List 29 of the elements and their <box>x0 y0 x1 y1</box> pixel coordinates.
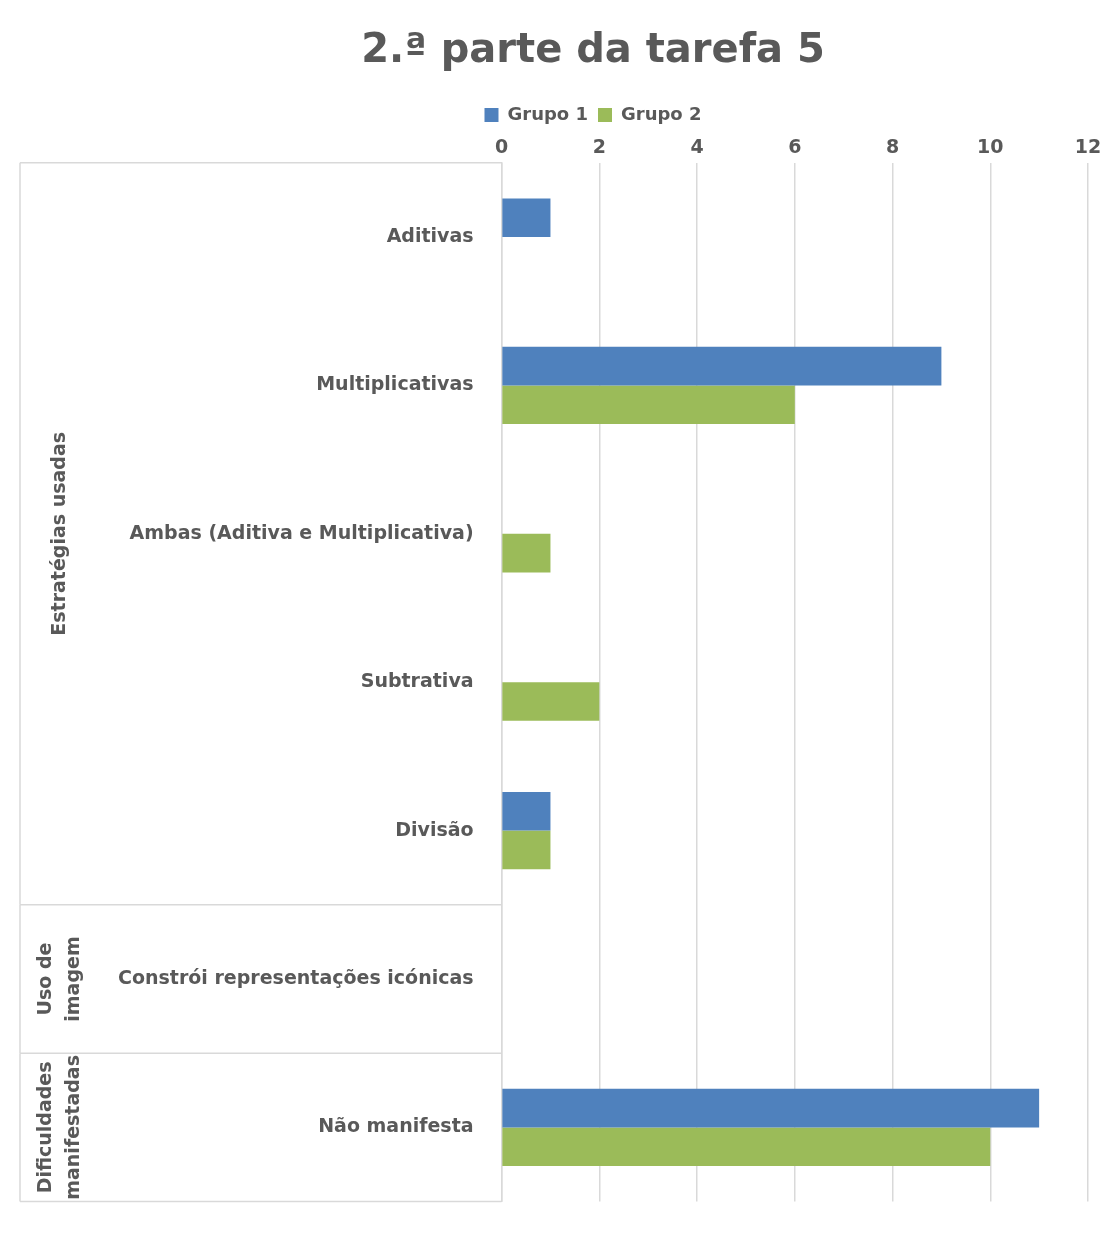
y-tick-label: Constrói representações icónicas <box>118 965 474 988</box>
text: Uso de imagem <box>32 936 83 1022</box>
y-tick-label: Não manifesta <box>318 1114 474 1137</box>
legend-label: Grupo 2 <box>621 102 702 124</box>
x-tick-label: 2 <box>592 135 606 158</box>
bar <box>502 682 600 721</box>
legend-label: Grupo 1 <box>507 102 589 124</box>
y-tick-label: Divisão <box>395 817 474 840</box>
x-tick-label: 10 <box>977 135 1004 158</box>
bar <box>502 1127 991 1166</box>
bar <box>502 385 795 424</box>
y-tick-label: Ambas (Aditiva e Multiplicativa) <box>129 520 474 543</box>
y-tick-label: Subtrativa <box>360 669 474 692</box>
chart-title: 2.ª parte da tarefa 5 <box>361 25 825 72</box>
x-tick-label: 0 <box>494 135 509 158</box>
x-tick-label: 8 <box>885 135 900 158</box>
y-tick-label: Aditivas <box>386 223 474 246</box>
bar <box>502 830 551 870</box>
bar <box>502 1088 1040 1128</box>
y-tick-label: Multiplicativas <box>316 372 474 395</box>
text: Dificuldades manifestadas <box>32 1055 83 1200</box>
bar <box>502 533 551 573</box>
x-tick-label: 4 <box>690 135 704 158</box>
bar <box>502 198 551 237</box>
bar <box>502 792 551 831</box>
x-tick-label: 6 <box>788 135 802 158</box>
bar <box>502 346 942 386</box>
text: Estratégias usadas <box>46 431 69 636</box>
x-tick-label: 12 <box>1074 135 1102 158</box>
